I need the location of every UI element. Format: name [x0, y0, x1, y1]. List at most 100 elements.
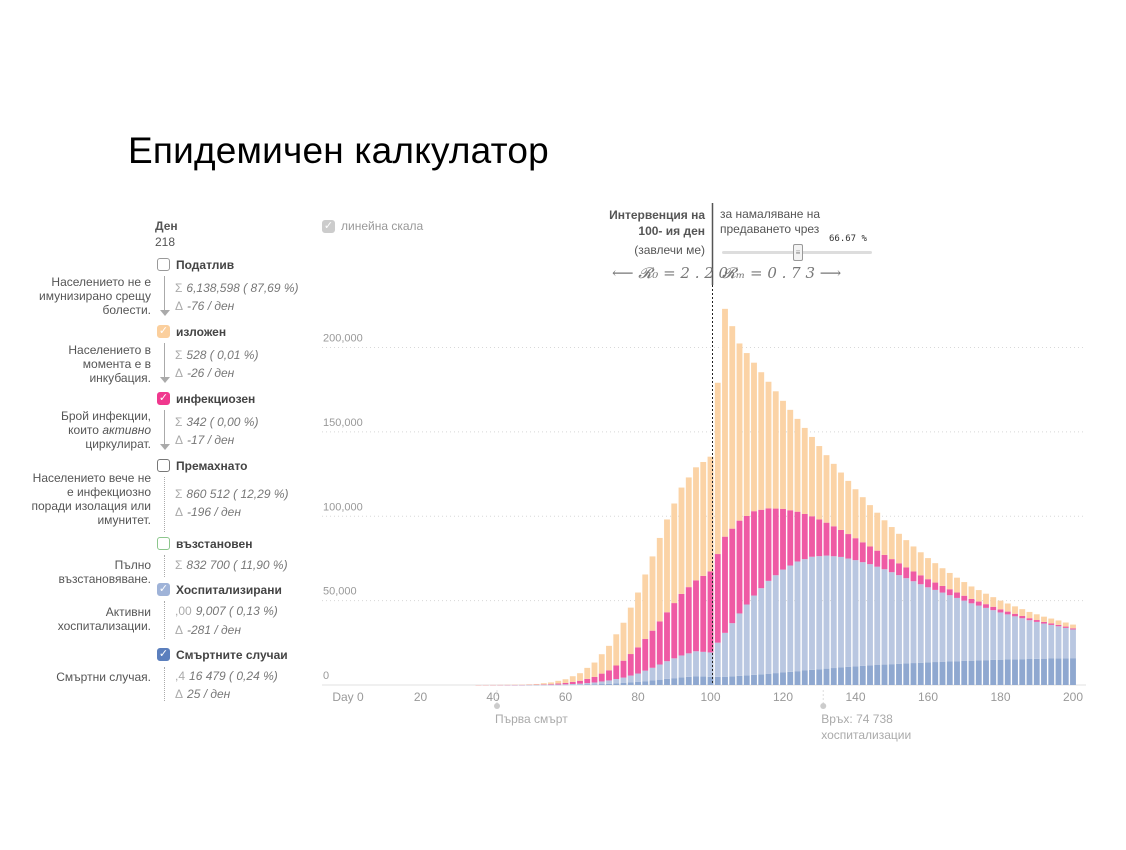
bar-segment: [968, 598, 975, 604]
delta-icon: Δ: [175, 433, 184, 447]
bar-segment: [722, 632, 728, 677]
category-total: Σ 832 700 ( 11,90 %): [175, 558, 288, 572]
bar-segment: [946, 595, 953, 662]
category-hospitalized[interactable]: ✓ Хоспитализирани: [157, 581, 282, 598]
bar-segment: [1041, 658, 1047, 685]
category-total: Σ 6,138,598 ( 87,69 %): [175, 281, 299, 295]
intervention-label[interactable]: Интервенция на 100- ия ден: [590, 207, 705, 239]
checkbox-checked-icon[interactable]: ✓: [157, 648, 170, 661]
category-recovered[interactable]: възстановен: [157, 535, 252, 552]
bar-segment: [1033, 614, 1040, 621]
category-daily-change: Δ -281 / ден: [175, 623, 241, 637]
bar-segment: [540, 683, 547, 685]
bar-segment: [801, 670, 808, 685]
category-label: изложен: [176, 324, 227, 339]
bar-segment: [946, 572, 953, 590]
bar-segment: [859, 497, 866, 543]
bar-segment: [917, 662, 924, 685]
sum-icon: ,00: [175, 604, 192, 618]
bar-segment: [823, 522, 830, 556]
bar-segment: [620, 622, 627, 661]
description-part: активно: [102, 423, 151, 437]
bar-segment: [548, 682, 554, 685]
bar-segment: [707, 571, 714, 653]
bar-segment: [627, 654, 634, 676]
bar-segment: [751, 362, 757, 512]
checkbox-checked-icon[interactable]: ✓: [157, 583, 170, 596]
checkbox-checked-icon[interactable]: ✓: [157, 325, 170, 338]
x-tick-label: Day 0: [332, 690, 364, 704]
peak-annotation-line1: Връх: 74 738: [821, 712, 893, 726]
linear-scale-toggle[interactable]: ✓ линейна скала: [322, 219, 423, 233]
bar-segment: [656, 621, 663, 665]
x-tick-label: 40: [486, 690, 500, 704]
bar-segment: [707, 676, 714, 685]
bar-segment: [714, 642, 721, 677]
bar-segment: [939, 568, 946, 586]
bar-segment: [874, 566, 881, 666]
bar-segment: [1026, 659, 1033, 685]
bar-segment: [664, 612, 670, 662]
bar-segment: [1055, 658, 1062, 685]
checkbox-icon[interactable]: [157, 459, 170, 472]
bar-segment: [896, 575, 902, 664]
checkbox-checked-icon[interactable]: ✓: [157, 392, 170, 405]
bar-segment: [983, 593, 989, 605]
intervention-label-line2: 100- ия ден: [638, 224, 705, 238]
slider-value: 66.67 %: [829, 234, 867, 244]
drag-hint[interactable]: (завлечи ме): [634, 243, 705, 257]
x-tick-label: 80: [631, 690, 645, 704]
x-tick-label: 100: [700, 690, 720, 704]
category-description: Населението вече не е инфекциозно поради…: [31, 471, 151, 527]
bar-segment: [903, 540, 910, 568]
bar-segment: [613, 683, 620, 685]
bar-segment: [620, 677, 627, 683]
checkbox-icon[interactable]: [157, 537, 170, 550]
category-infectious[interactable]: ✓ инфекциозен: [157, 390, 255, 407]
bar-segment: [939, 661, 946, 685]
transmission-slider-handle[interactable]: ≡: [793, 244, 803, 261]
bar-segment: [845, 558, 852, 667]
bar-segment: [917, 552, 924, 576]
bar-segment: [1033, 621, 1040, 659]
bar-segment: [598, 681, 605, 685]
bar-segment: [961, 582, 968, 596]
bar-segment: [577, 680, 583, 684]
bar-segment: [852, 560, 859, 667]
checkmark-icon: ✓: [322, 219, 335, 233]
category-fatalities[interactable]: ✓ Смъртните случаи: [157, 646, 288, 663]
bar-segment: [1055, 626, 1062, 659]
bar-segment: [896, 663, 902, 685]
bar-segment: [533, 683, 540, 685]
bar-segment: [562, 682, 569, 685]
bar-segment: [954, 577, 960, 593]
bar-segment: [1070, 624, 1076, 629]
bar-segment: [555, 683, 562, 685]
bar-segment: [838, 529, 844, 557]
category-description: Населението в момента е в инкубация.: [68, 343, 151, 385]
flow-connector: [164, 667, 165, 701]
bar-segment: [591, 676, 598, 683]
bar-segment: [714, 382, 721, 555]
category-removed[interactable]: Премахнато: [157, 457, 248, 474]
total-value: 528 ( 0,01 %): [186, 348, 259, 362]
bar-segment: [881, 554, 888, 570]
bar-segment: [780, 672, 786, 685]
bar-segment: [954, 597, 960, 662]
bar-segment: [642, 681, 649, 685]
category-exposed[interactable]: ✓ изложен: [157, 323, 226, 340]
category-label: възстановен: [176, 536, 253, 551]
bar-segment: [642, 574, 649, 640]
rm-label: 𝓡ₘ = 0 . 7 3 ⟶: [722, 264, 842, 282]
category-total: ,4 16 479 ( 0,24 %): [175, 669, 278, 683]
bar-segment: [859, 562, 866, 666]
bar-segment: [606, 680, 612, 684]
total-value: 832 700 ( 11,90 %): [186, 558, 288, 572]
bar-segment: [997, 609, 1004, 613]
bar-segment: [816, 556, 823, 670]
checkbox-icon[interactable]: [157, 258, 170, 271]
category-susceptible[interactable]: Податлив: [157, 256, 234, 273]
bar-segment: [990, 659, 997, 685]
bar-segment: [809, 516, 815, 557]
daily-change-value: -196 / ден: [187, 505, 241, 519]
